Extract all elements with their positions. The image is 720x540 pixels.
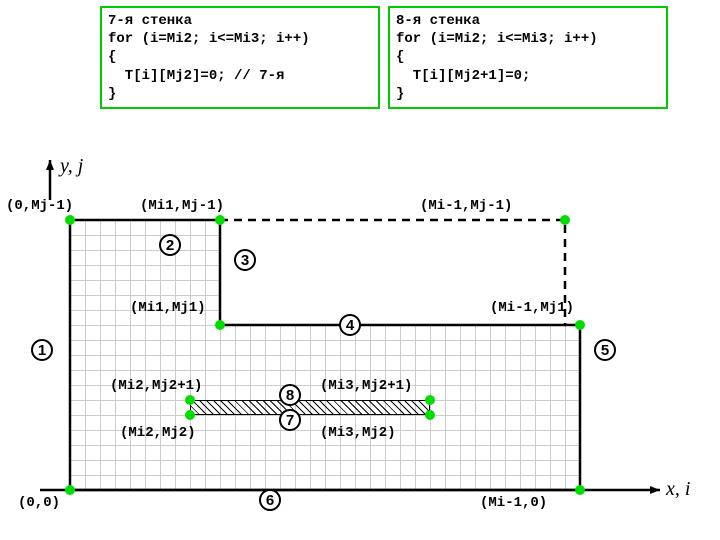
vertex-dot <box>575 485 585 495</box>
y-axis-label: y, j <box>60 155 83 178</box>
region-number: 4 <box>339 314 361 336</box>
vertex-dot <box>425 395 435 405</box>
vertex-dot <box>65 215 75 225</box>
coord-label: (Mi2,Mj2+1) <box>110 378 202 394</box>
coord-label: (Mi3,Mj2) <box>320 425 396 441</box>
diagram-svg <box>0 0 720 540</box>
region-number: 8 <box>279 384 301 406</box>
coord-label: (Mi1,Mj-1) <box>140 198 224 214</box>
coord-label: (0,Mj-1) <box>6 198 73 214</box>
region-number: 3 <box>234 249 256 271</box>
coord-label: (Mi-1,Mj1) <box>490 300 574 316</box>
vertex-dot <box>215 215 225 225</box>
coord-label: (Mi3,Mj2+1) <box>320 378 412 394</box>
coord-label: (0,0) <box>18 495 60 511</box>
vertex-dot <box>425 410 435 420</box>
coord-label: (Mi-1,Mj-1) <box>420 198 512 214</box>
region-number: 1 <box>31 339 53 361</box>
x-axis-label: x, i <box>666 478 690 501</box>
region-number: 6 <box>259 489 281 511</box>
vertex-dot <box>185 395 195 405</box>
region-number: 7 <box>279 409 301 431</box>
vertex-dot <box>65 485 75 495</box>
vertex-dot <box>185 410 195 420</box>
coord-label: (Mi-1,0) <box>480 495 547 511</box>
vertex-dot <box>575 320 585 330</box>
region-number: 2 <box>159 234 181 256</box>
coord-label: (Mi1,Mj1) <box>130 300 206 316</box>
coord-label: (Mi2,Mj2) <box>120 425 196 441</box>
vertex-dot <box>560 215 570 225</box>
vertex-dot <box>215 320 225 330</box>
region-number: 5 <box>594 339 616 361</box>
